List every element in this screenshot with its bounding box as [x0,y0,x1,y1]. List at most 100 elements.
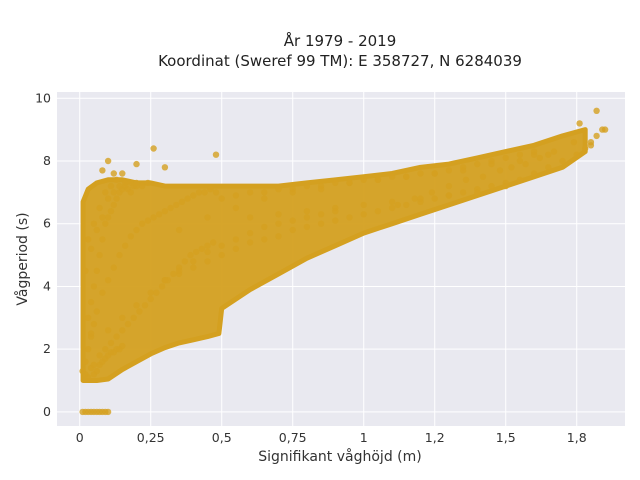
data-point [130,314,137,321]
data-point [360,211,367,218]
data-point [96,251,103,259]
chart-title-line-1: År 1979 - 2019 [284,31,397,50]
data-point [388,204,396,212]
data-point [187,251,194,259]
y-tick-label: 6 [43,216,51,231]
data-point [573,151,580,158]
data-point [124,320,132,328]
data-point [474,160,481,168]
data-point [479,173,487,180]
x-tick-label: 1,8 [567,430,587,445]
y-tick-label: 8 [43,153,51,168]
y-axis-label: Vågperiod (s) [14,212,31,305]
data-point [85,374,92,381]
data-point [113,195,120,202]
data-point [90,220,98,227]
data-point [93,226,101,234]
data-point [232,236,240,243]
data-point [204,242,211,249]
x-tick-labels: 0 0,25 0,5 0,75 1 1,2 1,5 1,8 [76,430,587,445]
data-point [232,245,240,252]
data-point [175,226,183,234]
data-point [317,211,325,218]
data-point [246,189,254,196]
data-point [261,189,268,196]
data-point [87,330,95,337]
data-point [90,283,98,290]
data-point [127,189,134,196]
data-point [403,173,410,180]
data-point [582,145,589,152]
data-point [96,352,103,359]
data-point [161,277,169,284]
data-point [593,132,600,140]
data-point [530,170,538,177]
data-point [178,198,186,205]
data-point [113,176,120,183]
y-tick-label: 10 [35,90,51,105]
data-point [87,298,95,306]
data-point [303,208,311,215]
data-point [82,358,89,365]
data-point [388,198,396,205]
data-point [87,245,95,252]
data-point [90,361,98,368]
data-point [210,239,217,246]
data-point [445,167,453,174]
data-point [516,157,524,165]
data-point [119,314,126,321]
data-point [175,267,183,274]
data-point [218,242,225,249]
data-point [332,179,339,187]
chart-title-line-2: Koordinat (Sweref 99 TM): E 358727, N 62… [158,52,522,70]
data-point [246,229,254,237]
x-tick-label: 0,5 [212,430,232,445]
data-point [122,179,129,187]
y-tick-label: 0 [43,404,51,419]
data-point [289,226,296,234]
data-point [576,120,583,127]
data-point [99,236,106,243]
data-point [193,248,200,256]
data-point [102,220,109,227]
data-point [275,233,282,240]
data-point [85,346,92,353]
data-point [374,208,382,215]
data-point [275,186,282,193]
data-point [488,160,495,168]
data-point [110,189,118,196]
data-point [516,176,524,183]
data-point [360,176,367,183]
data-point [212,151,220,158]
x-tick-label: 0,75 [279,430,307,445]
x-tick-label: 0,25 [137,430,165,445]
data-point [411,195,418,202]
data-point [403,201,410,209]
data-point [317,186,325,193]
data-point [508,164,515,171]
data-point [116,182,123,190]
data-point [502,182,509,190]
data-point [204,214,211,221]
data-point [431,170,438,177]
data-point [181,258,188,265]
data-point [104,277,112,284]
data-point [93,367,101,375]
data-point [198,245,205,252]
data-point [133,160,140,168]
data-point [587,139,595,146]
data-point [133,226,140,234]
data-point [156,211,163,218]
data-point [161,208,169,215]
data-point [110,201,118,209]
data-point [195,189,203,196]
data-point [232,204,240,212]
data-point [201,189,208,196]
data-point [204,248,211,256]
data-point [110,264,118,271]
data-point [119,327,126,334]
data-point [275,220,282,227]
data-point [110,170,118,177]
data-point [141,302,149,309]
